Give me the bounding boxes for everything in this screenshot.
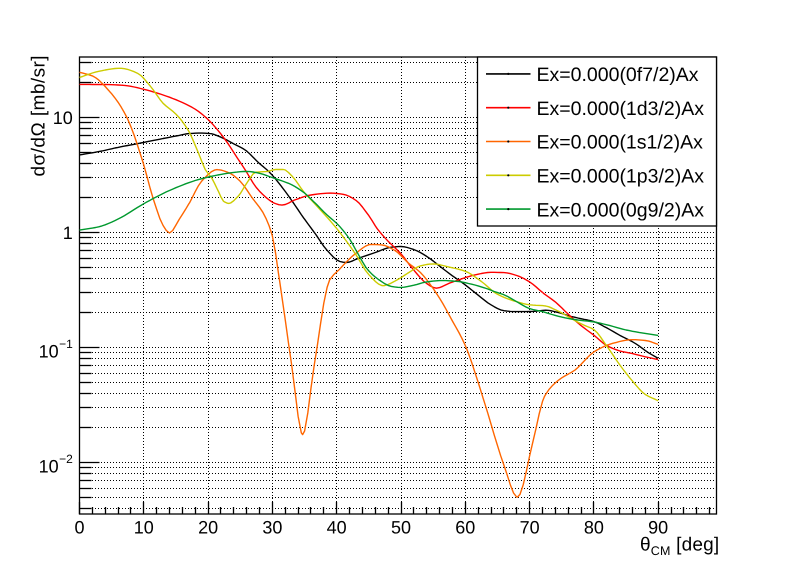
svg-text:1: 1	[63, 223, 73, 243]
svg-text:60: 60	[455, 518, 475, 538]
svg-text:50: 50	[391, 518, 411, 538]
svg-text:Ex=0.000(1p3/2)Ax: Ex=0.000(1p3/2)Ax	[537, 166, 705, 188]
svg-text:40: 40	[327, 518, 347, 538]
svg-text:Ex=0.000(0f7/2)Ax: Ex=0.000(0f7/2)Ax	[537, 64, 699, 86]
svg-text:70: 70	[520, 518, 540, 538]
svg-text:10: 10	[53, 108, 73, 128]
svg-text:Ex=0.000(0g9/2)Ax: Ex=0.000(0g9/2)Ax	[537, 199, 705, 221]
svg-text:0: 0	[74, 518, 84, 538]
svg-text:Ex=0.000(1d3/2)Ax: Ex=0.000(1d3/2)Ax	[537, 98, 705, 120]
svg-text:−1: −1	[59, 337, 73, 351]
svg-text:dσ/dΩ [mb/sr]: dσ/dΩ [mb/sr]	[29, 55, 50, 177]
svg-text:−2: −2	[59, 452, 73, 466]
svg-text:θCM [deg]: θCM [deg]	[640, 535, 719, 559]
svg-text:Ex=0.000(1s1/2)Ax: Ex=0.000(1s1/2)Ax	[537, 132, 704, 154]
svg-text:20: 20	[198, 518, 218, 538]
svg-text:30: 30	[262, 518, 282, 538]
svg-text:10: 10	[39, 456, 59, 476]
svg-text:80: 80	[584, 518, 604, 538]
svg-text:10: 10	[134, 518, 154, 538]
svg-text:90: 90	[648, 518, 668, 538]
svg-text:10: 10	[39, 341, 59, 361]
